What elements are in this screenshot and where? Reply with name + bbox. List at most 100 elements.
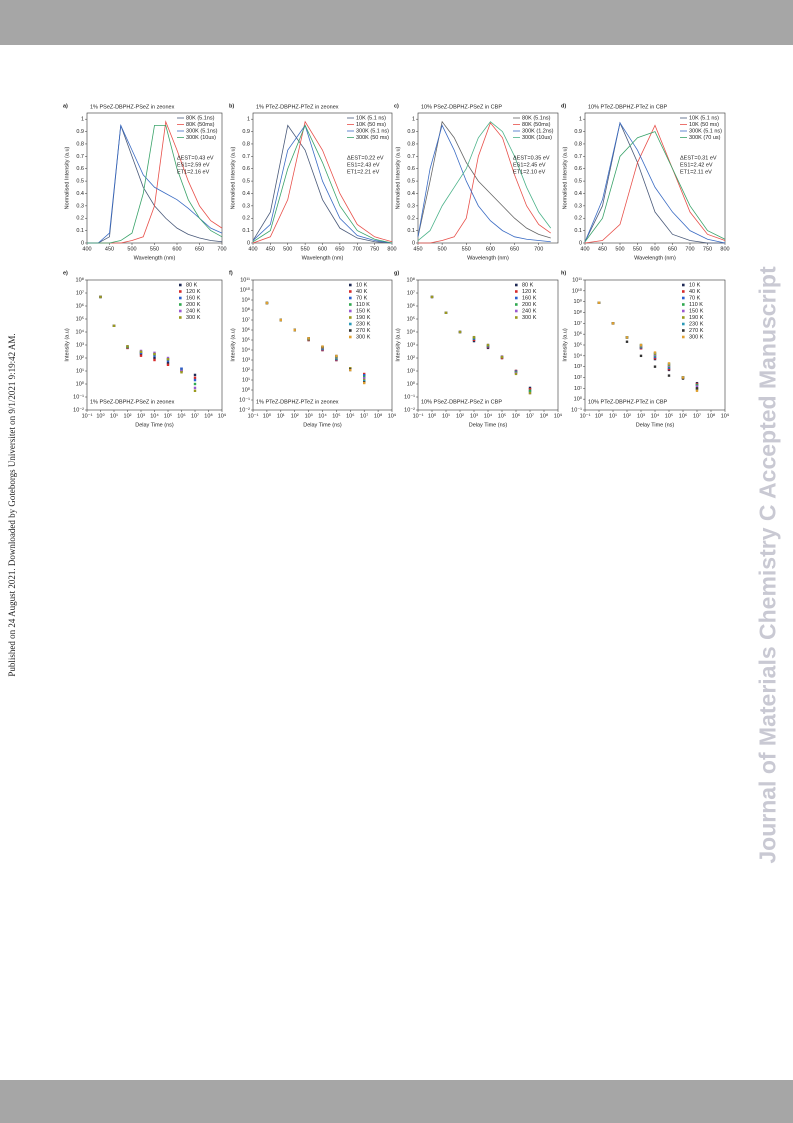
legend-swatch — [515, 296, 518, 300]
x-tick-label: 10⁹ — [721, 412, 729, 419]
decay-point — [639, 343, 643, 347]
y-tick-label: 10⁴ — [76, 328, 85, 335]
decay-point — [99, 295, 102, 299]
x-tick-label: 500 — [438, 246, 447, 252]
y-tick-label: 10⁻¹ — [239, 397, 250, 403]
decay-point — [363, 374, 366, 377]
legend-label: 300K (70 us) — [689, 135, 721, 141]
y-tick-label: 0.4 — [242, 191, 250, 197]
plot-frame — [252, 279, 393, 411]
y-tick-label: 0.5 — [407, 179, 415, 185]
decay-point — [153, 354, 156, 357]
legend-label: 230 K — [356, 321, 371, 327]
x-tick-label: 550 — [150, 246, 159, 252]
decay-point — [193, 373, 197, 377]
legend-label: 10K (5.1 ns) — [356, 115, 386, 121]
spectrum-line — [417, 124, 551, 243]
y-tick-label: 10⁵ — [242, 336, 250, 343]
x-tick-label: 10¹ — [277, 413, 285, 419]
legend-label: 10K (50 ms) — [356, 122, 386, 128]
x-tick-label: 10⁰ — [595, 412, 604, 419]
legend-swatch — [349, 303, 352, 306]
x-tick-label: 500 — [127, 246, 136, 252]
legend-swatch — [682, 309, 685, 313]
panel-label: d) — [561, 103, 566, 109]
y-tick-label: 10² — [76, 355, 84, 361]
y-tick-label: 1 — [412, 117, 415, 123]
legend-swatch — [349, 316, 352, 319]
y-tick-label: 0.6 — [76, 166, 84, 172]
y-tick-label: 10⁶ — [242, 326, 250, 333]
y-tick-label: 0.3 — [76, 203, 84, 209]
legend-swatch — [179, 290, 182, 293]
y-tick-label: 10⁸ — [407, 276, 415, 283]
x-tick-label: 10³ — [470, 413, 478, 419]
x-tick-label: 10¹ — [110, 413, 118, 419]
decay-point — [695, 385, 699, 388]
y-tick-label: 10⁵ — [407, 315, 415, 322]
decay-point — [472, 339, 476, 343]
legend-label: 300K (5.1 ns) — [356, 128, 389, 134]
legend-label: 80K (5.1ns) — [522, 115, 551, 121]
decay-point — [444, 311, 448, 314]
decay-point — [166, 359, 170, 363]
spectrum-line — [87, 124, 223, 244]
plot-frame — [584, 279, 726, 411]
y-tick-label: 0 — [412, 240, 415, 246]
y-tick-label: 1 — [247, 117, 250, 123]
legend-label: 120 K — [186, 289, 201, 295]
y-tick-label: 0.7 — [574, 154, 582, 160]
decay-point — [653, 351, 657, 354]
x-tick-label: 700 — [217, 246, 226, 252]
decay-point — [139, 350, 143, 353]
x-tick-label: 700 — [534, 246, 543, 252]
y-tick-label: 10⁶ — [76, 302, 84, 309]
y-tick-label: 0.3 — [407, 203, 415, 209]
annotation: ΔEST=0.22 eV — [347, 155, 384, 161]
legend-swatch — [515, 283, 518, 287]
decay-point — [681, 376, 685, 379]
y-tick-label: 10⁸ — [242, 306, 250, 313]
x-tick-label: 600 — [650, 246, 659, 252]
y-tick-label: 0.5 — [574, 179, 582, 185]
panel-title: 1% PTeZ-DBPHZ-PTeZ in zeonex — [256, 399, 339, 405]
decay-point — [486, 343, 490, 347]
panel-label: a) — [63, 103, 68, 109]
x-tick-label: 10⁴ — [318, 412, 327, 419]
x-tick-label: 10³ — [637, 413, 645, 419]
panel-title: 10% PSeZ-DBPHZ-PSeZ in CBP — [421, 399, 502, 405]
y-axis-label: Normalised Intensity (a.u) — [64, 147, 70, 210]
panel-title: 10% PTeZ-DBPHZ-PTeZ in CBP — [588, 104, 667, 110]
y-tick-label: 0.4 — [574, 191, 582, 197]
x-tick-label: 10⁷ — [191, 412, 199, 419]
legend-label: 190 K — [689, 315, 704, 321]
spectrum-line — [252, 124, 393, 244]
spectrum-line — [584, 121, 726, 244]
legend-swatch — [349, 290, 352, 293]
y-axis-label: Normalised Intensity (a.u) — [230, 147, 236, 210]
legend-label: 230 K — [689, 321, 704, 327]
panel-label: h) — [561, 270, 566, 276]
y-axis-label: Intensity (a.u) — [562, 328, 568, 361]
decay-point — [321, 345, 324, 348]
x-tick-label: 600 — [318, 246, 327, 252]
legend-label: 300 K — [186, 315, 201, 321]
legend-swatch — [179, 303, 182, 306]
panel-title: 1% PSeZ-DBPHZ-PSeZ in zeonex — [90, 399, 175, 405]
x-tick-label: 10⁹ — [554, 412, 562, 419]
x-tick-label: 10⁵ — [332, 412, 340, 419]
decay-point — [458, 330, 462, 334]
legend-label: 300K (1.2ns) — [522, 128, 554, 134]
y-tick-label: 10³ — [76, 342, 84, 348]
legend-label: 110 K — [689, 302, 703, 308]
legend-label: 150 K — [689, 308, 704, 314]
y-tick-label: 10⁴ — [574, 352, 583, 359]
y-tick-label: 0.1 — [76, 228, 84, 234]
legend-swatch — [349, 329, 352, 332]
legend-label: 10 K — [689, 282, 701, 288]
y-tick-label: 0.2 — [574, 216, 582, 222]
y-tick-label: 10⁶ — [574, 331, 582, 338]
legend-label: 80K (50ms) — [186, 122, 215, 128]
annotation: ES1=2.42 eV — [680, 162, 713, 168]
